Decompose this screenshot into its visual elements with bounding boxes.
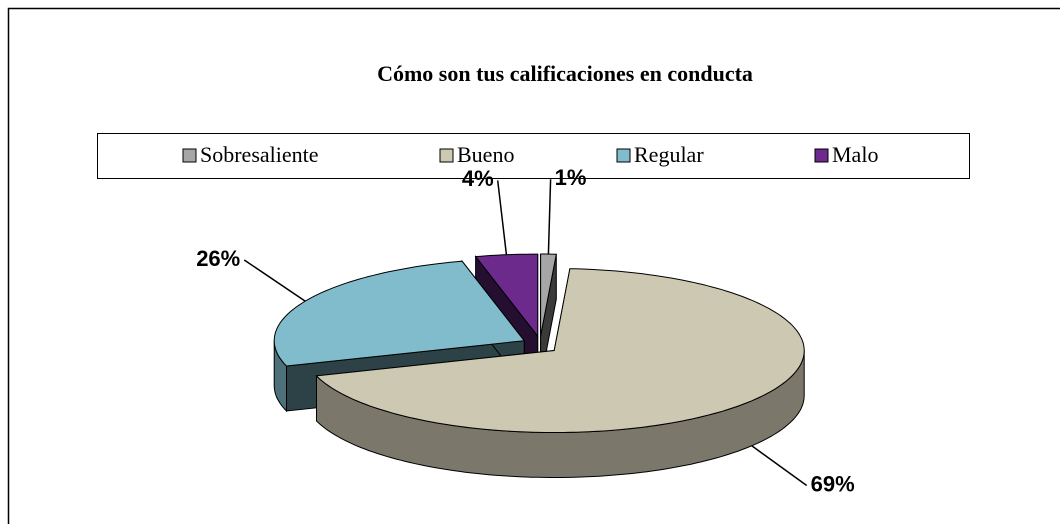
leader-line	[243, 259, 306, 302]
data-label: 69%	[811, 471, 855, 496]
leader-line	[751, 445, 808, 487]
leader-line	[547, 179, 552, 255]
legend-swatch	[182, 148, 197, 163]
slice	[540, 253, 557, 337]
legend-swatch	[439, 148, 454, 163]
data-label: 26%	[196, 246, 240, 271]
legend-label: Regular	[634, 142, 704, 167]
data-label: 1%	[555, 165, 587, 190]
data-label: 4%	[462, 166, 494, 191]
leader-line	[496, 180, 508, 255]
chart-title: Cómo son tus calificaciones en conducta	[377, 61, 753, 86]
legend-label: Sobresaliente	[200, 142, 319, 167]
legend-label: Malo	[832, 142, 878, 167]
legend-swatch	[616, 148, 631, 163]
slice	[315, 268, 805, 433]
legend-label: Bueno	[457, 142, 514, 167]
legend-swatch	[814, 148, 829, 163]
